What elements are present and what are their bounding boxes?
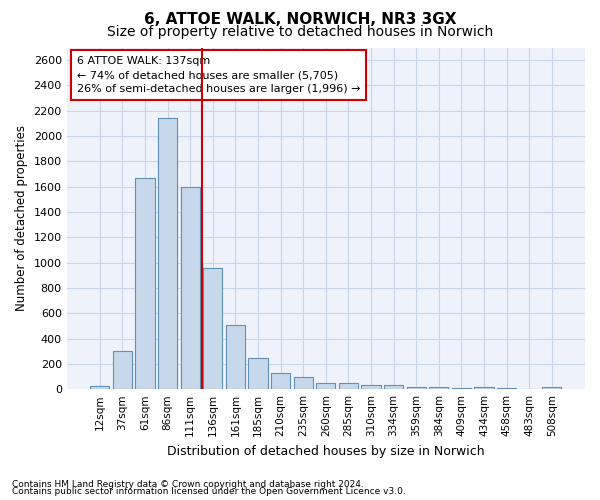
Bar [542,386,562,389]
Bar [520,388,539,389]
Bar [452,388,471,389]
Text: 6 ATTOE WALK: 137sqm
← 74% of detached houses are smaller (5,705)
26% of semi-de: 6 ATTOE WALK: 137sqm ← 74% of detached h… [77,56,361,94]
Bar [113,351,132,389]
Bar [181,186,200,389]
Text: Contains HM Land Registry data © Crown copyright and database right 2024.: Contains HM Land Registry data © Crown c… [12,480,364,489]
Y-axis label: Number of detached properties: Number of detached properties [15,126,28,312]
Bar [90,386,109,389]
Bar [316,383,335,389]
Bar [361,386,380,389]
Bar [226,326,245,389]
Bar [339,383,358,389]
Bar [271,374,290,389]
Bar [248,358,268,389]
Text: Contains public sector information licensed under the Open Government Licence v3: Contains public sector information licen… [12,487,406,496]
Bar [384,385,403,389]
Text: Size of property relative to detached houses in Norwich: Size of property relative to detached ho… [107,25,493,39]
Bar [136,178,155,389]
Bar [497,388,516,389]
Bar [407,388,426,389]
Bar [293,376,313,389]
Bar [203,268,223,389]
Bar [429,386,448,389]
X-axis label: Distribution of detached houses by size in Norwich: Distribution of detached houses by size … [167,444,485,458]
Bar [475,387,494,389]
Bar [158,118,177,389]
Text: 6, ATTOE WALK, NORWICH, NR3 3GX: 6, ATTOE WALK, NORWICH, NR3 3GX [144,12,456,28]
